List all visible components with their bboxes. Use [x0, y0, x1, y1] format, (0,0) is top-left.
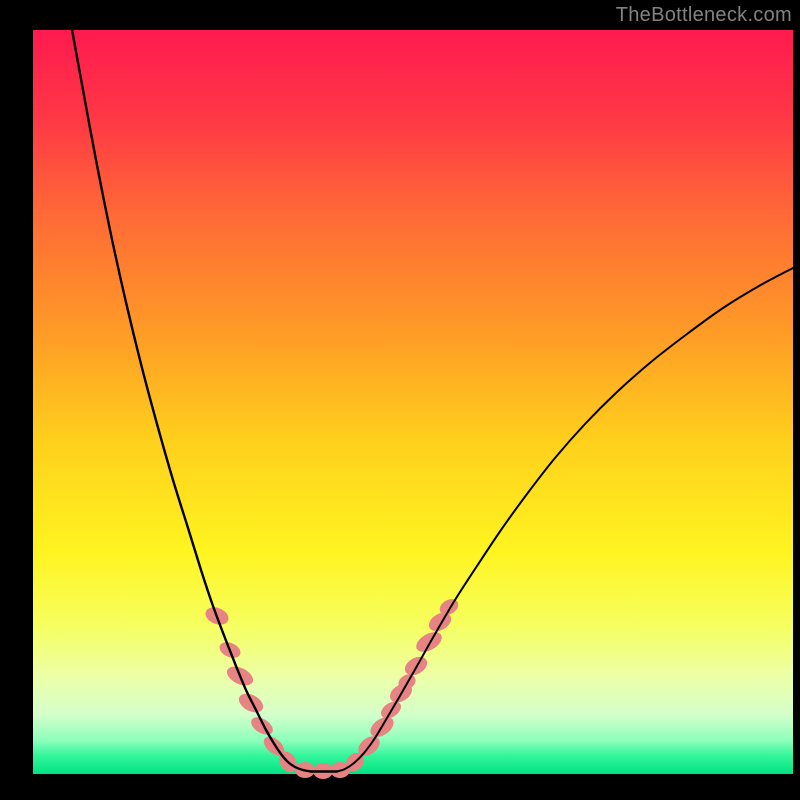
series-marker — [413, 628, 445, 656]
series-marker — [236, 690, 266, 716]
watermark-text: TheBottleneck.com — [616, 4, 792, 27]
curves-layer — [33, 30, 793, 774]
figure-stage: TheBottleneck.com — [0, 0, 800, 800]
series-markers — [203, 596, 461, 779]
curve-left — [71, 24, 311, 772]
series-marker — [248, 714, 276, 739]
